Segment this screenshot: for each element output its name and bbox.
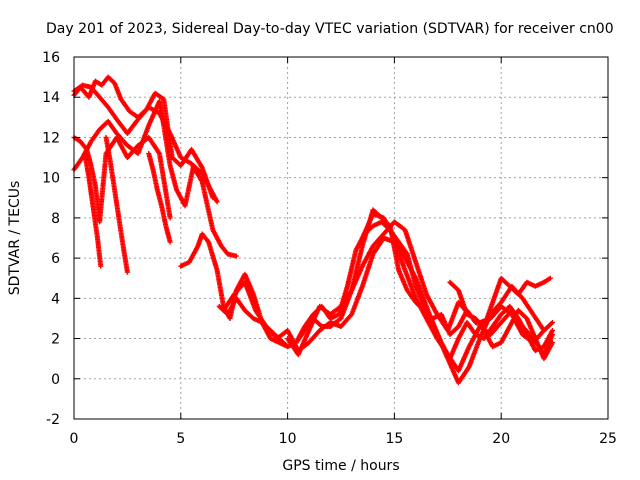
plot-frame <box>73 56 609 420</box>
y-tick-label: -2 <box>46 412 60 428</box>
series-track-b <box>71 74 216 201</box>
data-point-marker <box>549 319 555 325</box>
x-axis-label: GPS time / hours <box>282 458 399 474</box>
x-tick-label: 20 <box>492 431 510 447</box>
series-track-c <box>71 98 220 209</box>
x-tick-label: 25 <box>599 431 617 447</box>
y-tick-label: 2 <box>51 332 60 348</box>
series-track-j <box>447 279 555 362</box>
axis-ticks: 0 5 10 15 20 25 -2 0 2 4 6 8 10 12 14 16 <box>42 50 617 447</box>
data-point-marker <box>167 215 173 221</box>
chart-title: Day 201 of 2023, Sidereal Day-to-day VTE… <box>46 21 614 37</box>
data-point-marker <box>549 340 555 346</box>
y-tick-label: 10 <box>42 171 60 187</box>
data-series <box>71 74 555 386</box>
y-axis-label: SDTVAR / TECUs <box>7 181 23 296</box>
x-tick-label: 0 <box>70 431 79 447</box>
series-drop-a <box>82 151 104 269</box>
y-tick-label: 0 <box>51 372 60 388</box>
x-tick-label: 5 <box>176 431 185 447</box>
data-point-marker <box>541 328 547 334</box>
y-tick-label: 16 <box>42 50 60 66</box>
x-tick-label: 15 <box>385 431 403 447</box>
data-point-marker <box>549 332 555 338</box>
data-point-marker <box>124 269 130 275</box>
data-point-marker <box>98 263 104 269</box>
series-track-h <box>285 219 555 358</box>
data-point-marker <box>214 199 220 205</box>
series-track-i <box>359 211 547 386</box>
series-drop-b <box>103 134 130 275</box>
y-tick-label: 4 <box>51 291 60 307</box>
y-tick-label: 12 <box>42 130 60 146</box>
y-tick-label: 8 <box>51 211 60 227</box>
data-point-marker <box>233 253 239 259</box>
x-tick-label: 10 <box>279 431 297 447</box>
data-point-marker <box>167 239 173 245</box>
y-tick-label: 6 <box>51 251 60 267</box>
series-track-d <box>71 134 173 225</box>
data-point-marker <box>547 275 553 281</box>
series-drop-c <box>146 151 173 245</box>
y-tick-label: 14 <box>42 90 60 106</box>
